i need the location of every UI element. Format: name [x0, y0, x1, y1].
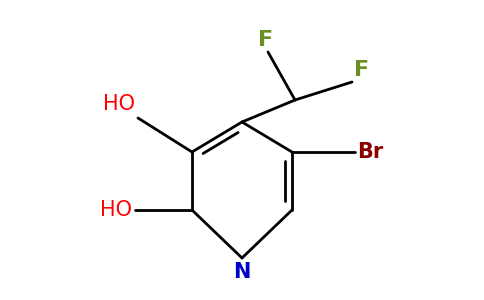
Text: HO: HO: [100, 200, 132, 220]
Text: N: N: [233, 262, 251, 282]
Text: F: F: [354, 60, 369, 80]
Text: F: F: [258, 30, 273, 50]
Text: HO: HO: [103, 94, 135, 114]
Text: Br: Br: [357, 142, 383, 162]
